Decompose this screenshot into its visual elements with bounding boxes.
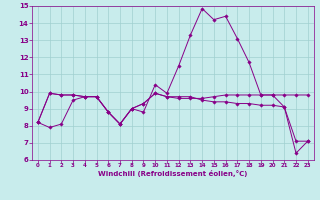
X-axis label: Windchill (Refroidissement éolien,°C): Windchill (Refroidissement éolien,°C) xyxy=(98,170,247,177)
